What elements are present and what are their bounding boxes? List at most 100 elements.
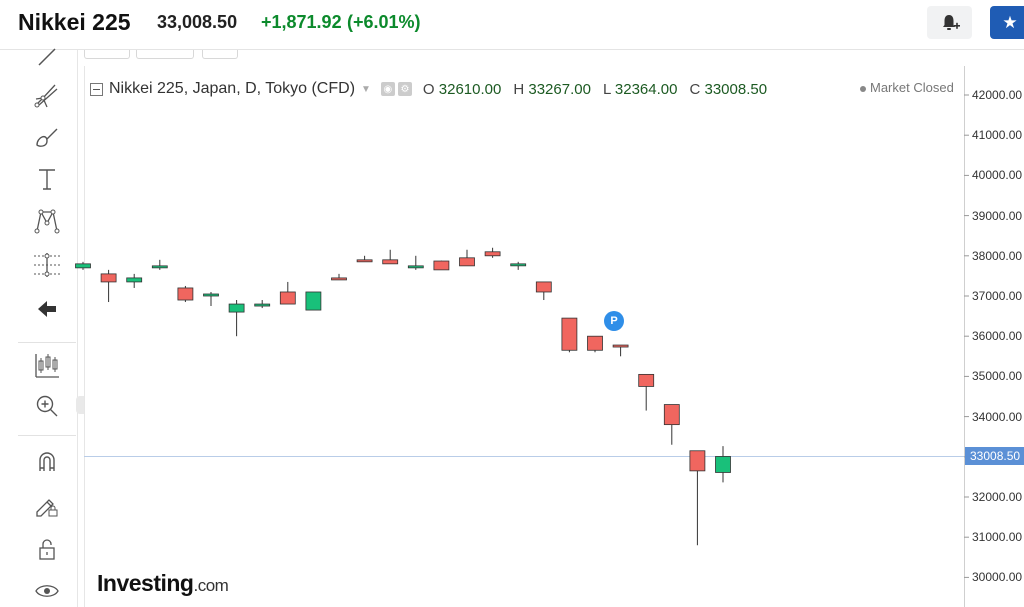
bell-plus-icon xyxy=(942,14,960,30)
last-price: 33,008.50 xyxy=(157,12,238,32)
price-axis[interactable] xyxy=(964,66,1024,607)
eye-icon xyxy=(35,585,59,597)
toolbar-tab[interactable] xyxy=(202,50,238,59)
last-price-label: 33008.50 xyxy=(965,447,1024,466)
lock-drawing-icon xyxy=(36,499,58,517)
magnet-button[interactable] xyxy=(31,447,63,477)
close-key: C xyxy=(689,80,701,98)
visibility-toggle-icon[interactable]: ◉ xyxy=(380,82,395,96)
candle-body[interactable] xyxy=(382,259,399,265)
candle-body[interactable] xyxy=(638,373,655,387)
chart-area[interactable] xyxy=(84,66,964,607)
brush-icon xyxy=(36,128,58,147)
y-tick-label: 38000.00 xyxy=(972,248,1023,263)
add-to-watchlist-button[interactable]: ★ xyxy=(990,6,1024,39)
measure-icon xyxy=(34,253,60,277)
y-tick-label: 42000.00 xyxy=(972,88,1023,102)
y-tick-label: 41000.00 xyxy=(972,128,1023,143)
candle-body[interactable] xyxy=(75,263,91,269)
lock-drawings-button[interactable] xyxy=(31,490,63,520)
pattern-tool-button[interactable] xyxy=(31,206,63,236)
price-change: +1,871.92 xyxy=(261,12,342,32)
indicators-icon xyxy=(35,354,59,378)
line-tool-button[interactable] xyxy=(31,42,63,72)
drawing-toolbar xyxy=(0,48,78,607)
candle-body[interactable] xyxy=(126,277,143,283)
low-value: 32364.00 xyxy=(614,80,678,98)
create-alert-button[interactable] xyxy=(927,6,972,39)
high-key: H xyxy=(513,80,525,98)
toolbar-divider xyxy=(18,435,76,436)
market-status: Market Closed xyxy=(860,80,954,95)
candle-body[interactable] xyxy=(100,273,117,283)
high-value: 33267.00 xyxy=(528,80,591,98)
candle-body[interactable] xyxy=(331,277,347,281)
line-tool-icon xyxy=(38,48,56,66)
candle-body[interactable] xyxy=(535,281,552,293)
candle-body[interactable] xyxy=(305,291,322,311)
low-key: L xyxy=(602,80,611,98)
brush-tool-button[interactable] xyxy=(31,122,63,152)
collapse-legend-icon[interactable] xyxy=(90,82,103,96)
investing-logo: Investing.com xyxy=(97,570,229,597)
brand-suffix: .com xyxy=(193,576,229,595)
candle-body[interactable] xyxy=(689,450,706,472)
visibility-button[interactable] xyxy=(31,576,63,606)
candle-body[interactable] xyxy=(433,260,450,271)
candle-body[interactable] xyxy=(484,251,501,257)
candle-body[interactable] xyxy=(279,291,296,305)
y-tick-label: 36000.00 xyxy=(972,329,1023,344)
unlock-icon xyxy=(39,539,55,560)
measure-tool-button[interactable] xyxy=(31,250,63,280)
zoom-button[interactable] xyxy=(31,391,63,421)
quote-header: Nikkei 225 33,008.50 +1,871.92 (+6.01%) … xyxy=(0,0,1024,50)
text-icon xyxy=(39,169,55,190)
close-value: 33008.50 xyxy=(704,80,768,98)
marker-badge[interactable]: P xyxy=(604,311,624,331)
y-tick-label: 34000.00 xyxy=(972,409,1023,424)
candle-body[interactable] xyxy=(356,259,373,263)
toolbar-divider xyxy=(18,342,76,343)
unlock-button[interactable] xyxy=(31,534,63,564)
y-tick-label: 31000.00 xyxy=(972,530,1023,545)
instrument-name: Nikkei 225 xyxy=(18,9,131,35)
y-tick-label: 40000.00 xyxy=(972,168,1023,183)
candle-body[interactable] xyxy=(228,303,245,313)
candle-body[interactable] xyxy=(177,287,194,301)
pattern-icon xyxy=(34,209,60,234)
y-tick-label: 32000.00 xyxy=(972,490,1023,504)
ohlc-values: O 32610.00 H 33267.00 L 32364.00 C 33008… xyxy=(423,81,767,98)
candle-body[interactable] xyxy=(663,404,680,426)
candle-body[interactable] xyxy=(510,263,527,267)
candle-body[interactable] xyxy=(203,293,219,297)
open-key: O xyxy=(422,80,435,98)
candle-body[interactable] xyxy=(715,456,731,473)
y-tick-label: 35000.00 xyxy=(972,369,1023,384)
chart-legend: Nikkei 225, Japan, D, Tokyo (CFD) ▼ ◉ ⚙ … xyxy=(90,78,767,100)
text-tool-button[interactable] xyxy=(31,164,63,194)
indicators-button[interactable] xyxy=(31,350,63,380)
candle-body[interactable] xyxy=(151,265,168,269)
candle-body[interactable] xyxy=(407,265,424,269)
market-status-text: Market Closed xyxy=(870,80,954,95)
candle-body[interactable] xyxy=(254,303,271,307)
candle-body[interactable] xyxy=(561,317,578,351)
price-change-percent: (+6.01%) xyxy=(347,12,421,32)
legend-title: Nikkei 225, Japan, D, Tokyo (CFD) xyxy=(109,80,356,97)
candle-body[interactable] xyxy=(612,344,629,348)
candle-body[interactable] xyxy=(459,257,475,267)
toolbar-collapse-handle[interactable] xyxy=(76,396,84,414)
candle-body[interactable] xyxy=(587,335,603,351)
toolbar-tab[interactable] xyxy=(136,50,194,59)
pitchfork-icon xyxy=(34,84,58,108)
zoom-icon xyxy=(36,395,58,417)
toolbar-tab[interactable] xyxy=(84,50,130,59)
star-icon: ★ xyxy=(1002,12,1018,32)
chevron-down-icon[interactable]: ▼ xyxy=(361,83,371,95)
status-dot-icon xyxy=(860,85,866,92)
pitchfork-tool-button[interactable] xyxy=(31,80,63,110)
y-tick-label: 39000.00 xyxy=(972,208,1023,223)
back-button[interactable] xyxy=(31,294,63,324)
open-value: 32610.00 xyxy=(438,80,502,98)
settings-gear-icon[interactable]: ⚙ xyxy=(397,82,412,96)
